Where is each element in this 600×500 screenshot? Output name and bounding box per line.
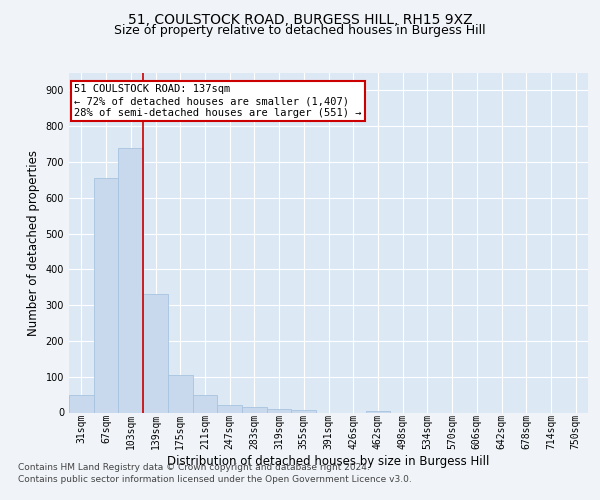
X-axis label: Distribution of detached houses by size in Burgess Hill: Distribution of detached houses by size …	[167, 454, 490, 468]
Y-axis label: Number of detached properties: Number of detached properties	[27, 150, 40, 336]
Bar	[242, 407, 267, 412]
Text: Size of property relative to detached houses in Burgess Hill: Size of property relative to detached ho…	[114, 24, 486, 37]
Bar	[292, 410, 316, 412]
Bar	[193, 396, 217, 412]
Bar	[217, 404, 242, 412]
Bar	[94, 178, 118, 412]
Text: 51 COULSTOCK ROAD: 137sqm
← 72% of detached houses are smaller (1,407)
28% of se: 51 COULSTOCK ROAD: 137sqm ← 72% of detac…	[74, 84, 362, 117]
Text: 51, COULSTOCK ROAD, BURGESS HILL, RH15 9XZ: 51, COULSTOCK ROAD, BURGESS HILL, RH15 9…	[128, 12, 472, 26]
Bar	[267, 409, 292, 412]
Text: Contains HM Land Registry data © Crown copyright and database right 2024.: Contains HM Land Registry data © Crown c…	[18, 464, 370, 472]
Text: Contains public sector information licensed under the Open Government Licence v3: Contains public sector information licen…	[18, 475, 412, 484]
Bar	[168, 375, 193, 412]
Bar	[118, 148, 143, 412]
Bar	[143, 294, 168, 412]
Bar	[69, 396, 94, 412]
Bar	[365, 410, 390, 412]
